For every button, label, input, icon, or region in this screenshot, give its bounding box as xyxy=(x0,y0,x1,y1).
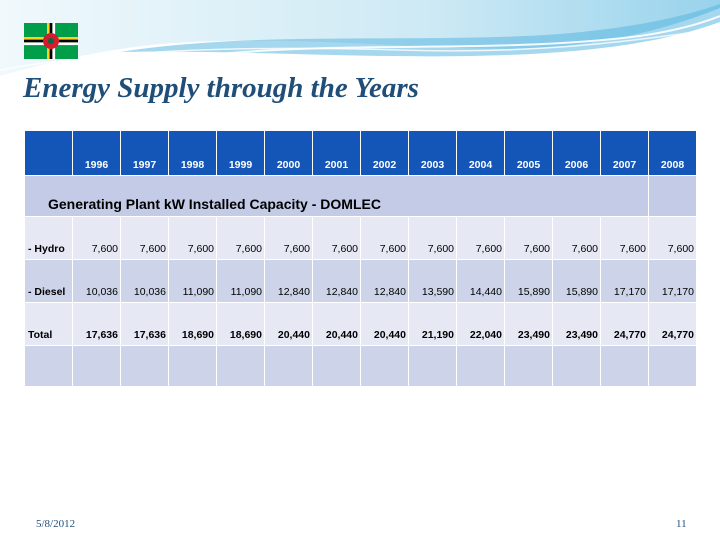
table-cell xyxy=(168,345,217,387)
energy-supply-table: 1996 1997 1998 1999 2000 2001 2002 2003 … xyxy=(24,130,697,387)
table-cell: 20,440 xyxy=(312,302,361,346)
section-empty-cell xyxy=(648,175,697,217)
table-cell xyxy=(600,345,649,387)
table-cell xyxy=(648,345,697,387)
header-corner-cell xyxy=(24,130,73,176)
table-cell: 7,600 xyxy=(168,216,217,260)
table-row-empty xyxy=(24,345,697,387)
year-header-cell: 1996 xyxy=(72,130,121,176)
year-header-cell: 2007 xyxy=(600,130,649,176)
year-header-cell: 2004 xyxy=(456,130,505,176)
row-label: - Diesel xyxy=(24,259,73,303)
table-cell: 7,600 xyxy=(504,216,553,260)
table-cell: 10,036 xyxy=(72,259,121,303)
table-cell: 15,890 xyxy=(552,259,601,303)
year-header-row: 1996 1997 1998 1999 2000 2001 2002 2003 … xyxy=(24,130,697,176)
table-cell: 24,770 xyxy=(600,302,649,346)
dominica-flag-icon xyxy=(24,23,78,59)
table-cell xyxy=(216,345,265,387)
table-cell: 11,090 xyxy=(168,259,217,303)
section-title-row: Generating Plant kW Installed Capacity -… xyxy=(24,175,697,217)
table-cell: 18,690 xyxy=(168,302,217,346)
table-cell: 17,636 xyxy=(120,302,169,346)
table-cell xyxy=(120,345,169,387)
year-header-cell: 2005 xyxy=(504,130,553,176)
table-cell: 18,690 xyxy=(216,302,265,346)
table-cell: 12,840 xyxy=(264,259,313,303)
year-header-cell: 1998 xyxy=(168,130,217,176)
table-cell: 13,590 xyxy=(408,259,457,303)
table-cell: 15,890 xyxy=(504,259,553,303)
table-cell: 23,490 xyxy=(504,302,553,346)
table-cell: 7,600 xyxy=(408,216,457,260)
table-cell: 12,840 xyxy=(312,259,361,303)
year-header-cell: 2008 xyxy=(648,130,697,176)
table-cell xyxy=(24,345,73,387)
table-cell: 7,600 xyxy=(216,216,265,260)
table-row-total: Total 17,636 17,636 18,690 18,690 20,440… xyxy=(24,302,697,346)
slide-title: Energy Supply through the Years xyxy=(23,72,419,104)
table-cell: 7,600 xyxy=(648,216,697,260)
table-cell: 7,600 xyxy=(600,216,649,260)
year-header-cell: 2001 xyxy=(312,130,361,176)
table-cell xyxy=(408,345,457,387)
table-cell: 7,600 xyxy=(360,216,409,260)
page-number: 11 xyxy=(676,518,687,530)
year-header-cell: 2000 xyxy=(264,130,313,176)
table-cell: 24,770 xyxy=(648,302,697,346)
table-cell: 12,840 xyxy=(360,259,409,303)
section-title: Generating Plant kW Installed Capacity -… xyxy=(24,175,649,217)
table-cell: 20,440 xyxy=(264,302,313,346)
table-cell xyxy=(552,345,601,387)
table-cell xyxy=(72,345,121,387)
table-cell xyxy=(312,345,361,387)
table-cell: 7,600 xyxy=(312,216,361,260)
decorative-wave-banner xyxy=(0,0,720,76)
table-cell xyxy=(456,345,505,387)
table-cell xyxy=(504,345,553,387)
table-cell: 17,636 xyxy=(72,302,121,346)
table-cell: 21,190 xyxy=(408,302,457,346)
year-header-cell: 1999 xyxy=(216,130,265,176)
table-row-diesel: - Diesel 10,036 10,036 11,090 11,090 12,… xyxy=(24,259,697,303)
table-cell: 7,600 xyxy=(552,216,601,260)
year-header-cell: 2006 xyxy=(552,130,601,176)
table-cell: 7,600 xyxy=(264,216,313,260)
row-label: Total xyxy=(24,302,73,346)
table-cell: 7,600 xyxy=(72,216,121,260)
table-cell: 7,600 xyxy=(120,216,169,260)
table-cell: 22,040 xyxy=(456,302,505,346)
footer-date: 5/8/2012 xyxy=(36,518,76,530)
table-cell xyxy=(264,345,313,387)
table-cell: 20,440 xyxy=(360,302,409,346)
year-header-cell: 2002 xyxy=(360,130,409,176)
table-cell xyxy=(360,345,409,387)
table-cell: 17,170 xyxy=(648,259,697,303)
row-label: - Hydro xyxy=(24,216,73,260)
table-row-hydro: - Hydro 7,600 7,600 7,600 7,600 7,600 7,… xyxy=(24,216,697,260)
table-cell: 7,600 xyxy=(456,216,505,260)
table-cell: 10,036 xyxy=(120,259,169,303)
table-cell: 17,170 xyxy=(600,259,649,303)
table-cell: 23,490 xyxy=(552,302,601,346)
year-header-cell: 1997 xyxy=(120,130,169,176)
table-cell: 11,090 xyxy=(216,259,265,303)
table-cell: 14,440 xyxy=(456,259,505,303)
year-header-cell: 2003 xyxy=(408,130,457,176)
